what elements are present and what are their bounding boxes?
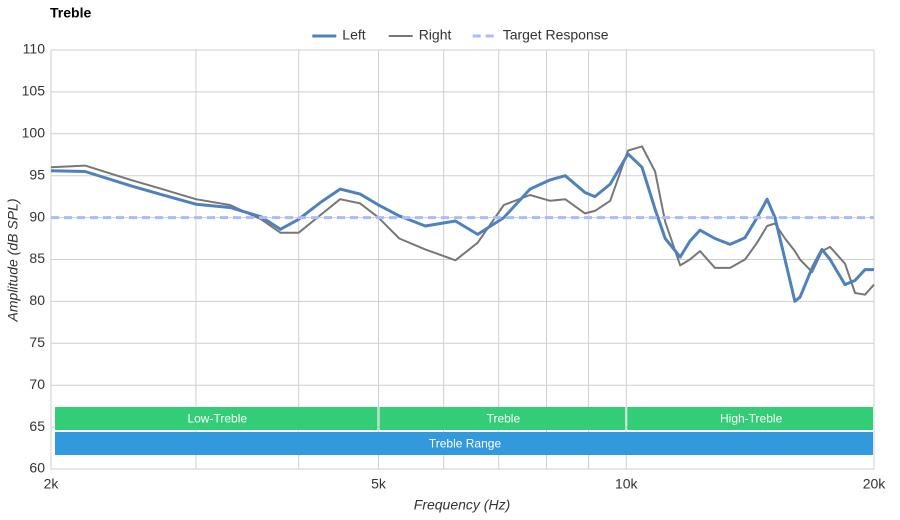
x-axis-label: Frequency (Hz) xyxy=(414,497,510,513)
x-tick-label: 20k xyxy=(863,476,887,492)
y-tick-label: 95 xyxy=(29,166,45,182)
band xyxy=(55,432,873,455)
y-tick-label: 75 xyxy=(29,334,45,350)
band-label: High-Treble xyxy=(720,412,783,426)
band xyxy=(379,407,626,430)
series-line xyxy=(50,145,875,296)
band-label: Low-Treble xyxy=(187,412,247,426)
x-tick-label: 2k xyxy=(44,476,60,492)
legend-label: Target Response xyxy=(503,27,609,43)
x-tick-label: 5k xyxy=(371,476,387,492)
y-tick-label: 80 xyxy=(29,292,45,308)
band-label: Treble Range xyxy=(429,437,502,451)
chart-title: Treble xyxy=(50,5,91,21)
legend-label: Right xyxy=(419,27,452,43)
band xyxy=(627,407,873,430)
y-tick-label: 70 xyxy=(29,376,45,392)
y-tick-label: 105 xyxy=(22,83,46,99)
y-tick-label: 65 xyxy=(29,418,45,434)
y-tick-label: 110 xyxy=(23,41,46,57)
y-tick-label: 90 xyxy=(29,208,45,224)
series-line xyxy=(50,152,874,303)
y-tick-label: 85 xyxy=(29,250,45,266)
legend-label: Left xyxy=(342,27,365,43)
band-label: Treble xyxy=(487,412,521,426)
y-tick-label: 60 xyxy=(29,460,45,476)
band xyxy=(55,407,378,430)
y-axis-label: Amplitude (dB SPL) xyxy=(5,199,21,323)
x-tick-label: 10k xyxy=(615,476,639,492)
y-tick-label: 100 xyxy=(22,125,46,141)
